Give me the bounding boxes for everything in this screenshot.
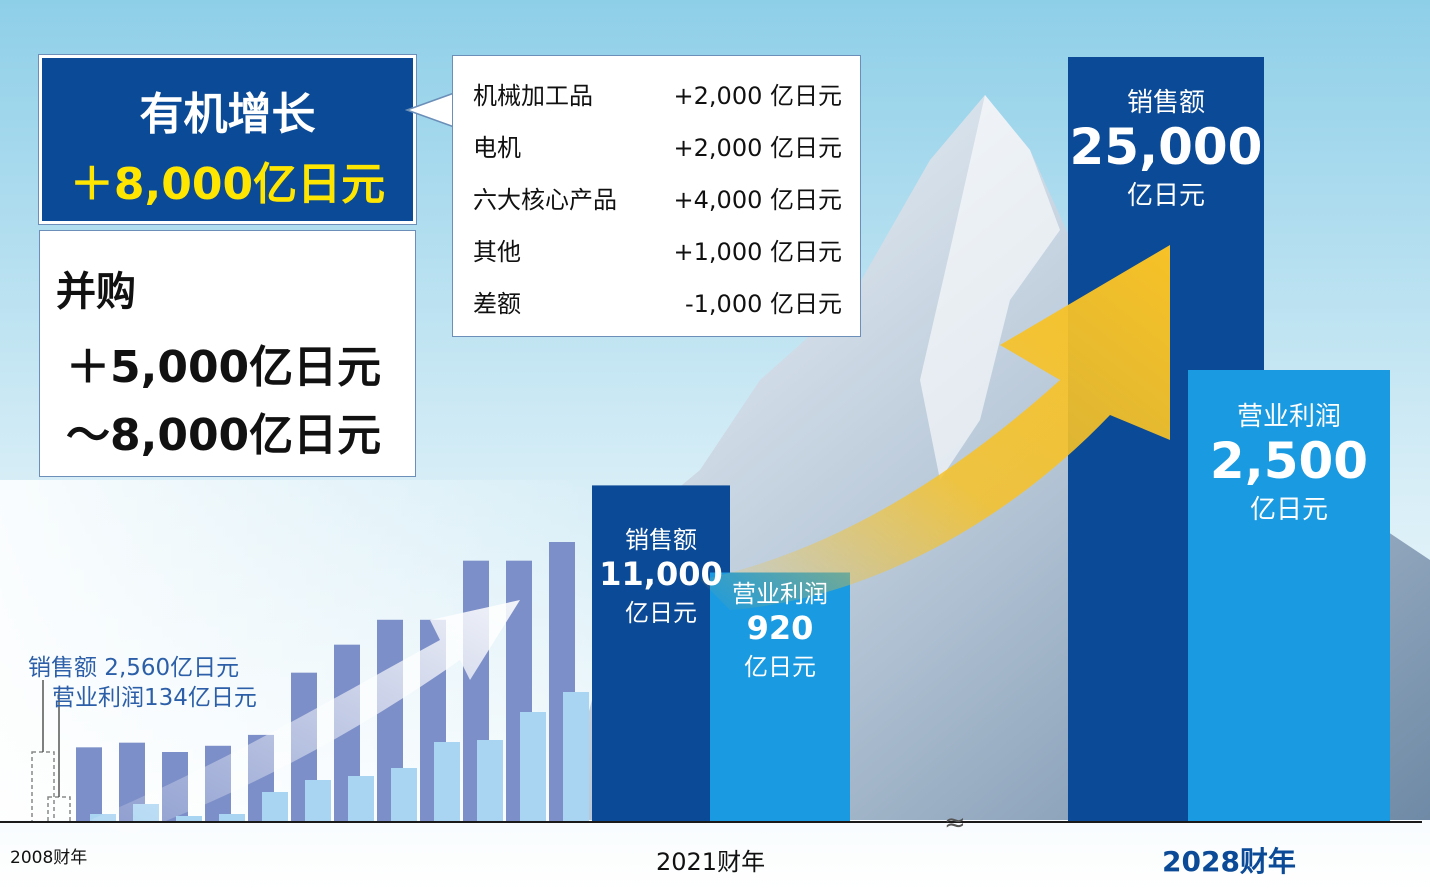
fy2021-profit-title: 营业利润 bbox=[732, 580, 828, 608]
fy2021-sales-label-group: 销售额 11,000 亿日元 bbox=[592, 520, 730, 628]
breakdown-label: 机械加工品 bbox=[473, 82, 593, 110]
breakdown-value: +2,000 亿日元 bbox=[673, 82, 842, 110]
fy2028-sales-title: 销售额 bbox=[1126, 88, 1205, 118]
breakdown-label: 其他 bbox=[473, 238, 521, 266]
history-profit-bar bbox=[305, 780, 331, 822]
fy2021-profit-bar bbox=[710, 572, 850, 822]
fy2028-profit-title: 营业利润 bbox=[1236, 402, 1341, 432]
fy2028-sales-value: 25,000 bbox=[1069, 118, 1263, 176]
history-profit-bar bbox=[391, 768, 417, 822]
breakdown-label: 差额 bbox=[473, 290, 521, 318]
breakdown-row: 机械加工品 +2,000 亿日元 bbox=[473, 76, 842, 112]
fy2028-sales-unit: 亿日元 bbox=[1126, 181, 1205, 211]
fy2028-sales-label-group: 销售额 25,000 亿日元 bbox=[1068, 82, 1264, 212]
x-tick-2028: 2028财年 bbox=[1162, 845, 1296, 878]
fy2021-sales-value: 11,000 bbox=[599, 555, 723, 593]
breakdown-value: -1,000 亿日元 bbox=[685, 290, 842, 318]
ma-box: 并购 ＋5,000亿日元 ～8,000亿日元 bbox=[39, 230, 416, 477]
breakdown-label: 六大核心产品 bbox=[473, 186, 617, 214]
breakdown-row: 其他 +1,000 亿日元 bbox=[473, 232, 842, 268]
breakdown-row: 六大核心产品 +4,000 亿日元 bbox=[473, 180, 842, 216]
breakdown-value: +4,000 亿日元 bbox=[673, 186, 842, 214]
history-profit-bar bbox=[176, 816, 202, 822]
ma-range-to: ～8,000亿日元 bbox=[66, 410, 382, 461]
fy2028-profit-value: 2,500 bbox=[1209, 432, 1369, 490]
history-profit-bar bbox=[563, 692, 589, 822]
history-sales-note: 销售额 2,560亿日元 bbox=[28, 655, 240, 681]
breakdown-row: 电机 +2,000 亿日元 bbox=[473, 128, 842, 164]
ma-range-from: ＋5,000亿日元 bbox=[66, 342, 382, 393]
mountain-snow bbox=[920, 95, 1060, 480]
history-profit-bar bbox=[348, 776, 374, 822]
history-profit-note: 营业利润134亿日元 bbox=[52, 685, 257, 711]
breakdown-row: 差额 -1,000 亿日元 bbox=[473, 284, 842, 320]
history-profit-bar bbox=[520, 712, 546, 822]
fy2028-profit-unit: 亿日元 bbox=[1249, 495, 1328, 525]
fy2021-profit-unit: 亿日元 bbox=[744, 653, 816, 681]
axis-break-mark: ≈ bbox=[944, 808, 966, 838]
history-profit-bar bbox=[219, 814, 245, 822]
ma-title: 并购 bbox=[56, 269, 136, 315]
history-profit-bar bbox=[262, 792, 288, 822]
fy2028-profit-label-group: 营业利润 2,500 亿日元 bbox=[1188, 396, 1390, 526]
x-tick-2008: 2008财年 bbox=[10, 848, 88, 868]
history-profit-bar bbox=[434, 742, 460, 822]
fy2021-sales-bar bbox=[592, 485, 730, 822]
breakdown-label: 电机 bbox=[473, 134, 521, 162]
x-tick-2021: 2021财年 bbox=[656, 848, 766, 876]
history-sales-bar bbox=[76, 747, 102, 822]
history-profit-bar bbox=[477, 740, 503, 822]
fy2021-sales-unit: 亿日元 bbox=[625, 599, 697, 627]
fy2021-profit-label-group: 营业利润 920 亿日元 bbox=[710, 574, 850, 682]
growth-arrow bbox=[700, 245, 1170, 610]
organic-breakdown-table: 机械加工品 +2,000 亿日元 电机 +2,000 亿日元 六大核心产品 +4,000 … bbox=[452, 55, 861, 337]
fy2021-sales-title: 销售额 bbox=[625, 526, 697, 554]
organic-growth-value: ＋8,000亿日元 bbox=[69, 159, 386, 210]
organic-growth-box: 有机增长 ＋8,000亿日元 bbox=[39, 55, 416, 224]
history-arrow bbox=[90, 600, 520, 835]
organic-growth-title: 有机增长 bbox=[139, 89, 316, 140]
fy2028-profit-bar bbox=[1188, 370, 1390, 822]
fy2021-profit-value: 920 bbox=[746, 609, 814, 647]
breakdown-value: +1,000 亿日元 bbox=[673, 238, 842, 266]
breakdown-value: +2,000 亿日元 bbox=[673, 134, 842, 162]
